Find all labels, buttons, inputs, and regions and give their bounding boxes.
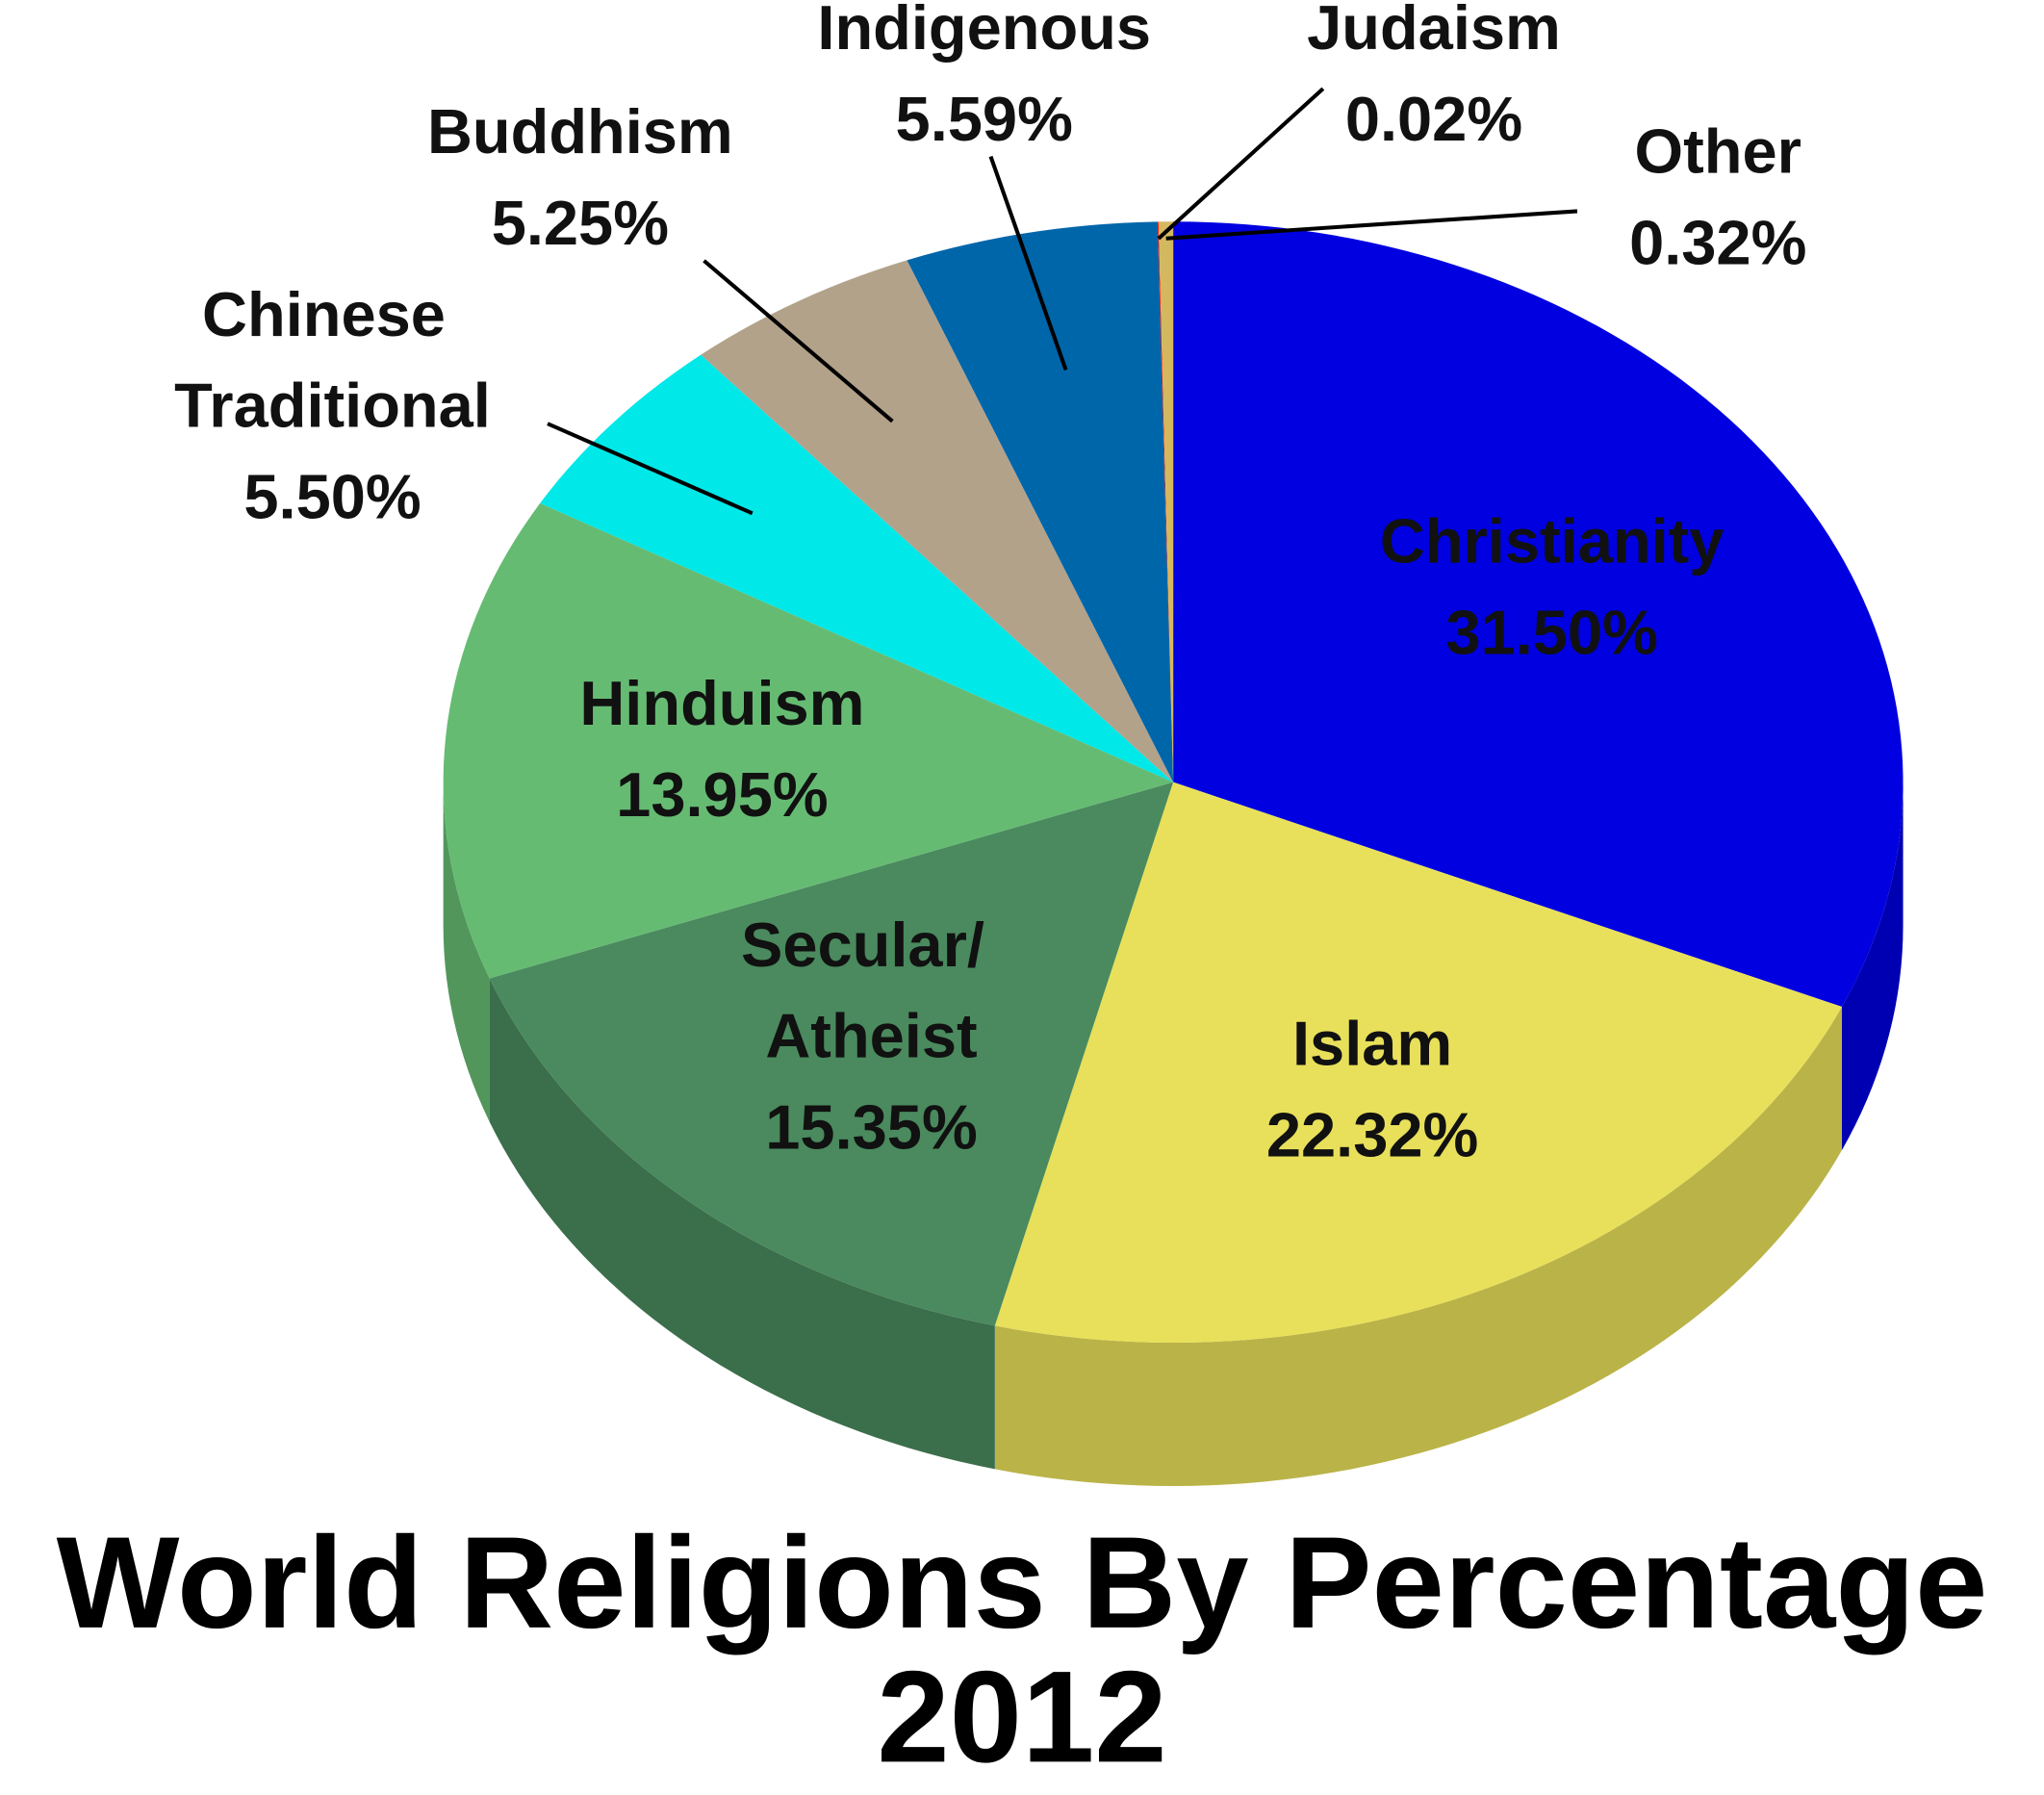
- slice-label: Judaism: [1307, 0, 1561, 63]
- slice: [540, 354, 1174, 782]
- slice-side: [489, 978, 995, 1470]
- label-line: Atheist: [765, 1001, 977, 1071]
- slice-label: Indigenous: [817, 0, 1151, 63]
- label-line: Chinese: [202, 279, 463, 349]
- slice-label: Hinduism: [579, 668, 864, 738]
- label-line: Islam: [1292, 1009, 1452, 1079]
- leader-line: [1157, 87, 1325, 241]
- value-label: 13.95%: [616, 759, 828, 830]
- slice: [489, 782, 1174, 1326]
- label-line: Secular/: [741, 910, 1002, 980]
- value-label: 31.50%: [1445, 598, 1657, 668]
- slices: [443, 221, 1903, 1344]
- value-label: 0.02%: [1345, 84, 1522, 154]
- value-label: 5.50%: [243, 462, 421, 532]
- label-line: Traditional: [174, 371, 491, 441]
- slice: [1157, 221, 1174, 782]
- slice-label: Islam: [1292, 1009, 1452, 1079]
- slice-label: Chinese Traditional: [174, 279, 491, 441]
- label-line: Judaism: [1307, 0, 1561, 63]
- slice: [994, 782, 1842, 1344]
- slice-label: Secular/ Atheist: [741, 910, 1002, 1071]
- slice-side: [994, 1007, 1842, 1487]
- slice-label: Buddhism: [427, 96, 733, 167]
- leader-line: [988, 155, 1068, 371]
- value-label: 22.32%: [1266, 1099, 1478, 1169]
- slice-side: [1841, 782, 1903, 1151]
- slice: [701, 260, 1174, 782]
- chart-subtitle: 2012: [877, 1643, 1166, 1789]
- label-line: Other: [1635, 116, 1801, 187]
- slice-label: Christianity: [1380, 506, 1725, 577]
- label-line: Indigenous: [817, 0, 1151, 63]
- label-line: Buddhism: [427, 96, 733, 167]
- slice: [907, 221, 1174, 782]
- slice-label: Other: [1635, 116, 1801, 187]
- value-label: 5.59%: [896, 84, 1073, 154]
- value-label: 5.25%: [492, 188, 669, 258]
- slice: [1158, 221, 1174, 782]
- slice: [443, 502, 1174, 979]
- leader-line: [547, 422, 754, 516]
- value-label: 15.35%: [765, 1092, 977, 1163]
- side-walls: [443, 782, 1903, 1487]
- slice: [1173, 221, 1903, 1008]
- value-label: 0.32%: [1629, 208, 1806, 278]
- leader-line: [703, 259, 894, 423]
- leader-line: [1165, 209, 1578, 241]
- label-line: Christianity: [1380, 506, 1725, 577]
- label-line: Hinduism: [579, 668, 864, 738]
- chart-title: World Religions By Percentage: [57, 1509, 1988, 1655]
- slice-side: [443, 782, 490, 1122]
